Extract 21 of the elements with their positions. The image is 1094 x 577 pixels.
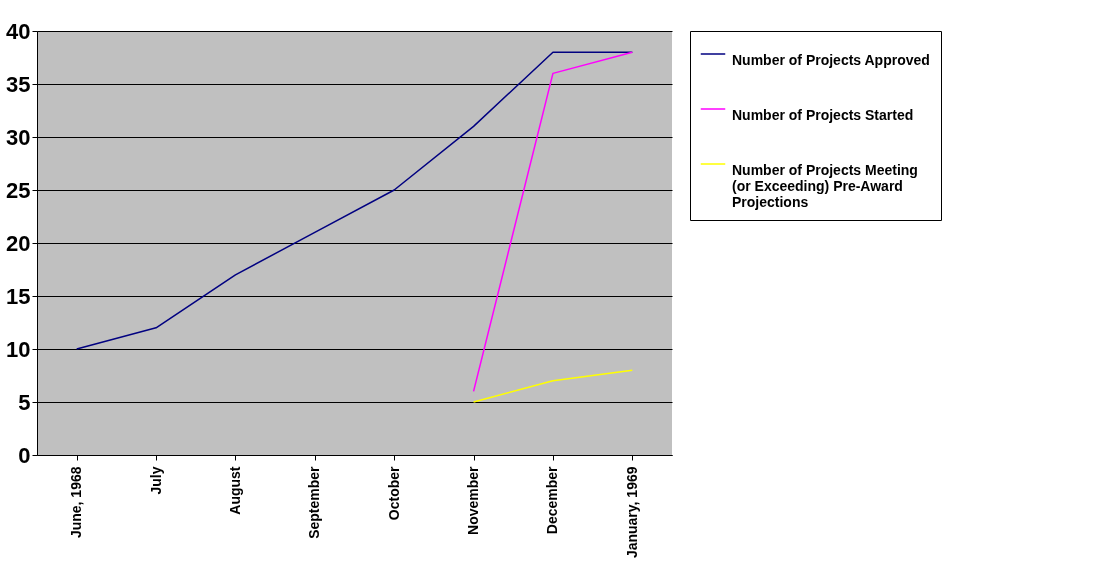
- y-tick-label: 20: [6, 230, 31, 256]
- y-tick-label: 40: [6, 18, 31, 44]
- y-tick-label: 15: [6, 283, 31, 309]
- x-tick-label: September: [306, 465, 323, 539]
- y-tick-label: 30: [6, 124, 31, 150]
- legend-label: Number of Projects Meeting (or Exceeding) Pre-Award Projections: [732, 162, 918, 210]
- legend-label: Number of Projects Approved: [732, 52, 930, 68]
- legend-label: Number of Projects Started: [732, 107, 914, 123]
- y-tick-label: 5: [18, 389, 31, 415]
- y-tick-label: 0: [18, 442, 31, 468]
- x-tick-label: January, 1969: [623, 466, 640, 559]
- x-tick-label: July: [147, 466, 164, 495]
- x-tick-label: June, 1968: [68, 466, 85, 539]
- line-series: [75, 51, 634, 350]
- y-tick-label: 35: [6, 71, 31, 97]
- y-tick-label: 25: [6, 177, 31, 203]
- y-tick-label: 10: [6, 336, 31, 362]
- x-tick-label: December: [544, 465, 561, 535]
- x-tick-label: November: [465, 465, 482, 535]
- x-tick-label: August: [226, 466, 243, 515]
- x-tick-label: October: [385, 465, 402, 521]
